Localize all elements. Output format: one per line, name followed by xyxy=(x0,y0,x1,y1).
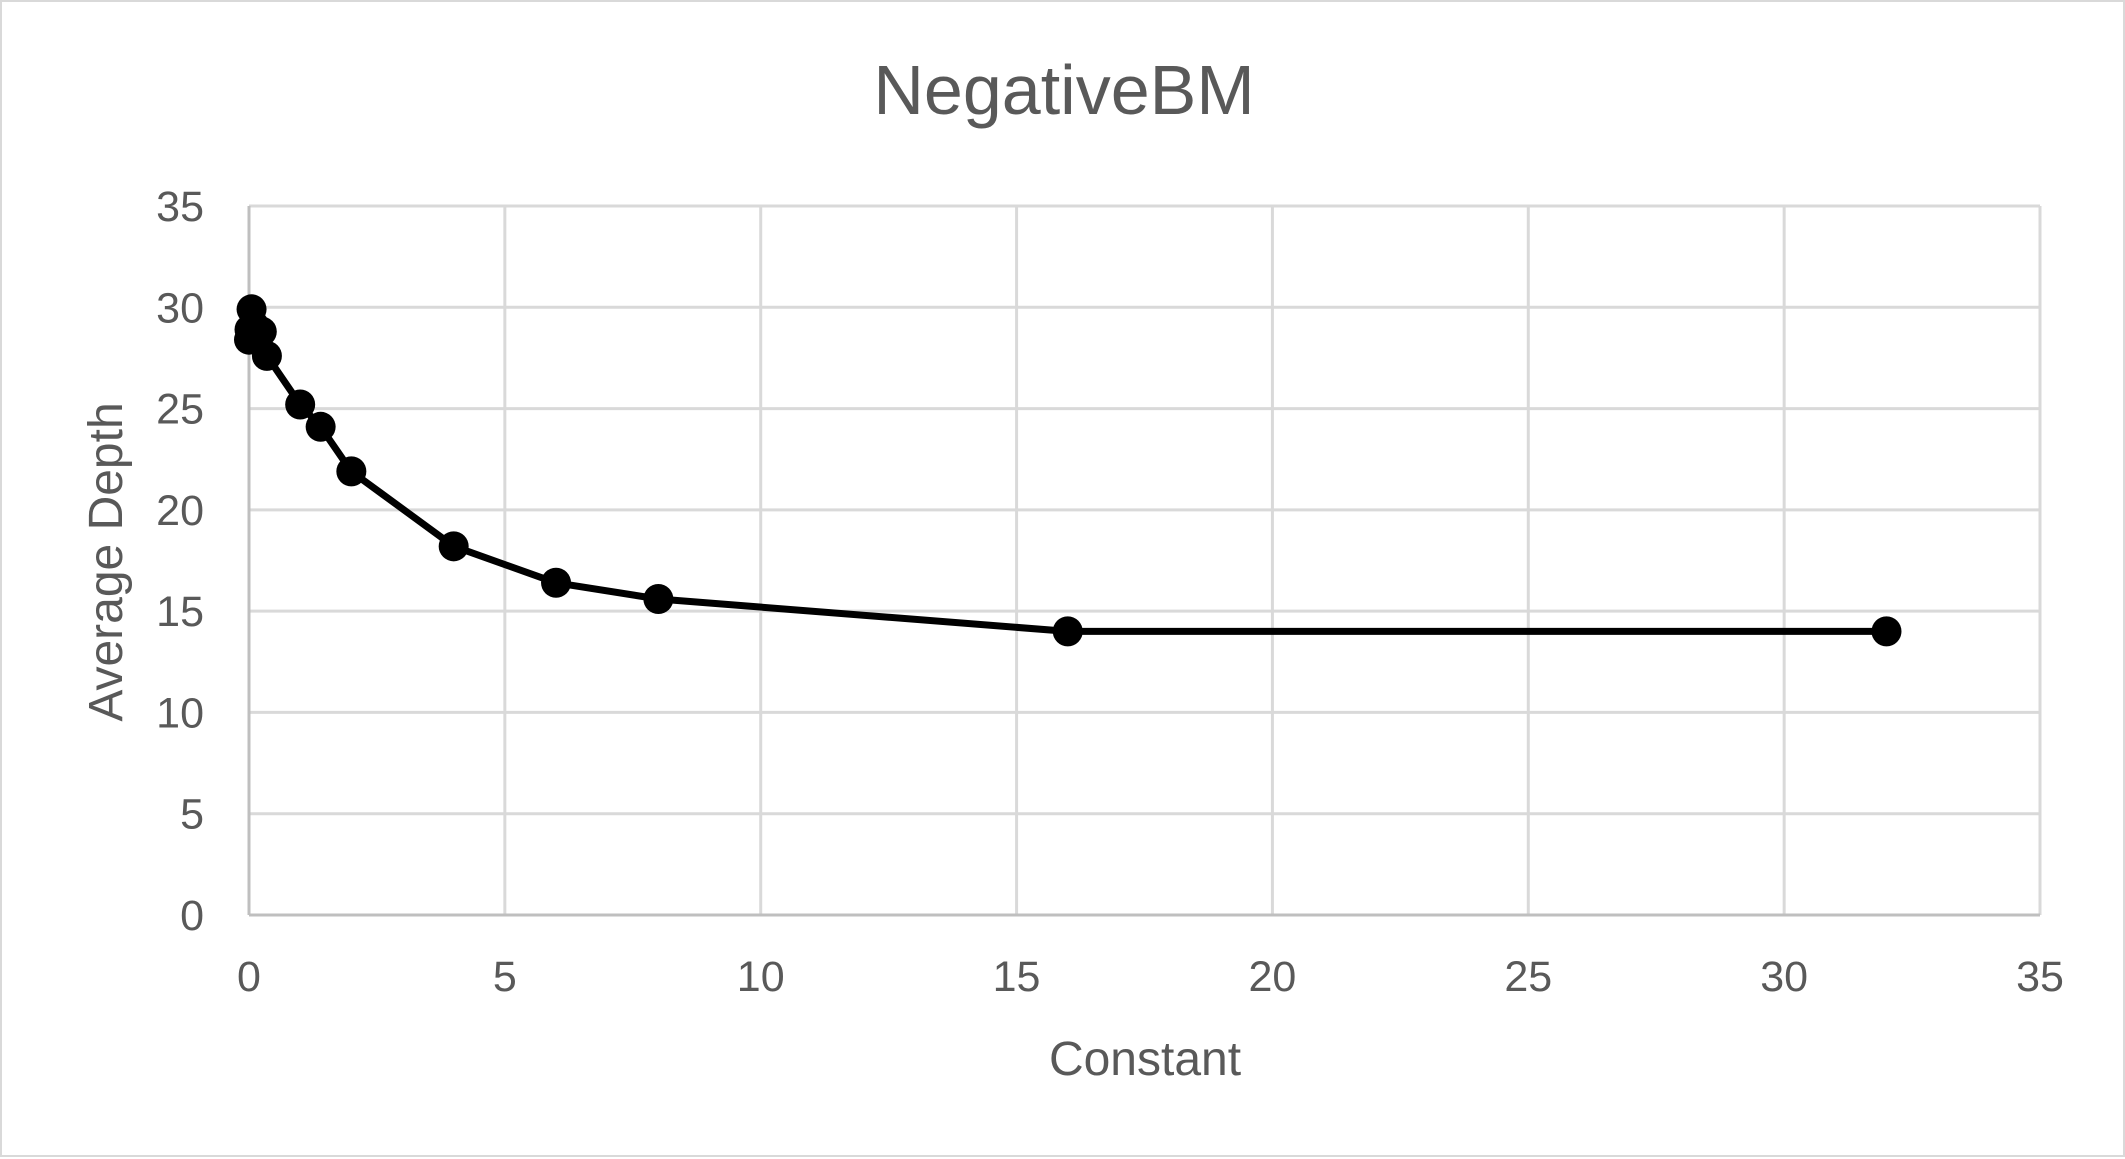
data-point xyxy=(1052,616,1083,647)
x-tick-label: 15 xyxy=(993,953,1041,1001)
y-tick-label: 0 xyxy=(180,892,204,940)
data-point xyxy=(305,411,336,442)
tick-labels: 0 5 10 15 20 25 30 35 0 5 10 15 20 25 30 35 xyxy=(156,183,2064,1001)
series-line xyxy=(245,305,1890,635)
data-point xyxy=(336,456,367,487)
x-tick-label: 30 xyxy=(1760,953,1808,1001)
data-point xyxy=(438,531,469,562)
x-tick-label: 0 xyxy=(237,953,261,1001)
x-tick-label: 35 xyxy=(2016,953,2064,1001)
x-tick-label: 5 xyxy=(493,953,517,1001)
data-point xyxy=(246,316,277,347)
y-tick-label: 20 xyxy=(156,487,204,535)
chart-title: NegativeBM xyxy=(873,51,1254,129)
series xyxy=(234,294,1902,647)
data-point xyxy=(643,583,674,614)
x-tick-label: 10 xyxy=(737,953,785,1001)
y-tick-label: 10 xyxy=(156,689,204,737)
y-tick-label: 5 xyxy=(180,791,204,839)
data-point xyxy=(285,389,316,420)
data-point xyxy=(541,567,572,598)
x-axis-title: Constant xyxy=(1049,1033,1241,1086)
grid xyxy=(249,204,2042,915)
y-tick-label: 30 xyxy=(156,284,204,332)
data-point xyxy=(251,340,282,371)
y-tick-label: 35 xyxy=(156,183,204,231)
y-axis-title: Average Depth xyxy=(80,402,133,721)
x-tick-label: 25 xyxy=(1504,953,1552,1001)
axes xyxy=(247,206,2040,917)
y-tick-label: 25 xyxy=(156,386,204,434)
y-tick-label: 15 xyxy=(156,588,204,636)
x-tick-label: 20 xyxy=(1249,953,1297,1001)
data-point xyxy=(1871,616,1902,647)
